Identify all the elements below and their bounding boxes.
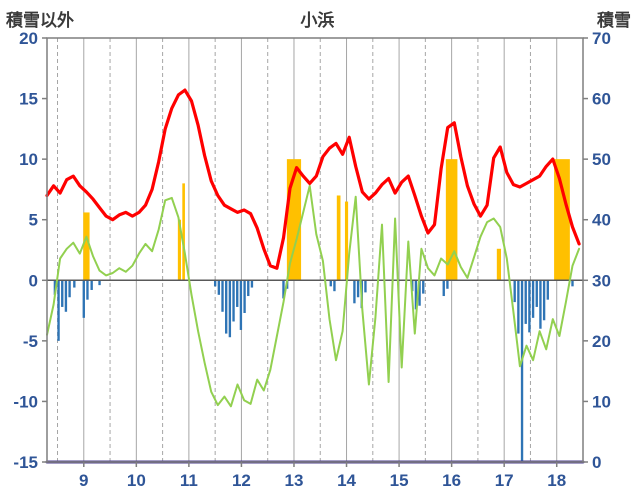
sunshine-bars-bar bbox=[496, 248, 502, 281]
precipitation-bars-bar bbox=[546, 280, 549, 300]
precipitation-bars-bar bbox=[542, 280, 546, 321]
precipitation-bars-bar bbox=[217, 280, 221, 295]
precipitation-bars-bar bbox=[221, 280, 224, 312]
sunshine-bars-bar bbox=[445, 159, 458, 281]
right-axis-tick-label: 10 bbox=[592, 392, 611, 411]
x-axis-tick-label: 15 bbox=[390, 471, 409, 490]
sunshine-bars-bar bbox=[554, 159, 570, 281]
precipitation-bars-bar bbox=[524, 280, 527, 324]
right-axis-tick-label: 40 bbox=[592, 211, 611, 230]
x-axis-tick-label: 16 bbox=[442, 471, 461, 490]
x-axis-tick-label: 17 bbox=[495, 471, 514, 490]
right-axis-title: 積雪 bbox=[597, 11, 631, 30]
sunshine-bars-bar bbox=[344, 201, 349, 281]
precipitation-bars-bar bbox=[531, 280, 535, 318]
green-line-path bbox=[46, 184, 581, 408]
precipitation-bars-bar bbox=[418, 280, 421, 306]
plot-border bbox=[46, 37, 584, 463]
precipitation-bars-bar bbox=[68, 280, 71, 298]
green-line bbox=[46, 184, 581, 408]
precipitation-bars-bar bbox=[98, 280, 101, 286]
precipitation-bars-bar bbox=[228, 280, 232, 338]
x-axis-tick-label: 14 bbox=[337, 471, 356, 490]
gridlines bbox=[57, 38, 558, 462]
right-axis-tick-label: 60 bbox=[592, 90, 611, 109]
precipitation-bars-bar bbox=[422, 280, 425, 294]
left-axis-tick-label: 5 bbox=[29, 211, 38, 230]
precipitation-bars-bar bbox=[225, 280, 228, 334]
precipitation-bars-bar bbox=[329, 280, 332, 287]
left-axis-tick-label: -15 bbox=[13, 453, 38, 472]
precipitation-bars-bar bbox=[61, 280, 64, 307]
left-axis-tick-label: 20 bbox=[19, 29, 38, 48]
precipitation-bars-bar bbox=[53, 280, 57, 295]
sunshine-bars-bar bbox=[177, 219, 181, 281]
precipitation-bars-bar bbox=[86, 280, 89, 300]
x-axis-tick-label: 13 bbox=[285, 471, 304, 490]
precipitation-bars-bar bbox=[356, 280, 360, 298]
left-axis-tick-label: -5 bbox=[23, 332, 38, 351]
precipitation-bars-bar bbox=[57, 280, 60, 341]
temperature-line-path bbox=[45, 88, 581, 270]
precipitation-bars-bar bbox=[364, 280, 367, 293]
left-axis-tick-label: 0 bbox=[29, 271, 38, 290]
sunshine-bars-bar bbox=[182, 183, 185, 281]
x-axis-tick-label: 11 bbox=[180, 471, 198, 490]
precipitation-bars-bar bbox=[517, 280, 520, 334]
x-axis-tick-label: 10 bbox=[127, 471, 146, 490]
left-axis-tick-label: 15 bbox=[19, 90, 38, 109]
precipitation-bars-bar bbox=[250, 280, 254, 288]
precipitation-bars-bar bbox=[232, 280, 235, 322]
right-axis-tick-label: 20 bbox=[592, 332, 611, 351]
right-axis-tick-label: 30 bbox=[592, 271, 611, 290]
precipitation-bars-bar bbox=[414, 280, 418, 310]
x-axis-tick-label: 12 bbox=[232, 471, 251, 490]
temperature-line bbox=[45, 88, 581, 270]
precipitation-bars-bar bbox=[535, 280, 538, 307]
precipitation-bars-bar bbox=[282, 280, 285, 299]
left-axis-tick-label: 10 bbox=[19, 150, 38, 169]
plot-border-rect bbox=[46, 37, 584, 463]
right-axis-tick-label: 50 bbox=[592, 150, 611, 169]
precipitation-bars-bar bbox=[243, 280, 246, 313]
x-axis-tick-label: 9 bbox=[79, 471, 88, 490]
x-axis-tick-label: 18 bbox=[547, 471, 566, 490]
precipitation-bars-bar bbox=[571, 280, 574, 287]
precipitation-bars-bar bbox=[442, 280, 445, 297]
right-axis-tick-label: 70 bbox=[592, 29, 611, 48]
left-axis-tick-label: -10 bbox=[13, 392, 38, 411]
precipitation-bars-bar bbox=[73, 280, 76, 288]
left-axis-title: 積雪以外 bbox=[6, 11, 74, 30]
precipitation-bars-bar bbox=[239, 280, 243, 330]
precipitation-bars-bar bbox=[513, 280, 516, 303]
precipitation-bars-bar bbox=[353, 280, 356, 304]
right-axis-tick-label: 0 bbox=[592, 453, 601, 472]
precipitation-bars-bar bbox=[539, 280, 542, 329]
precipitation-bars-bar bbox=[64, 280, 68, 312]
precipitation-bars-bar bbox=[520, 280, 524, 462]
sunshine-bars-bar bbox=[336, 195, 341, 281]
precipitation-bars-bar bbox=[213, 280, 217, 287]
precipitation-bars bbox=[53, 280, 574, 462]
precipitation-bars-bar bbox=[446, 280, 449, 289]
precipitation-bars-bar bbox=[236, 280, 239, 307]
sunshine-bars-bar bbox=[83, 212, 90, 281]
precipitation-bars-bar bbox=[528, 280, 531, 333]
precipitation-bars-bar bbox=[333, 280, 336, 292]
precipitation-bars-bar bbox=[82, 280, 85, 318]
precipitation-bars-bar bbox=[247, 280, 250, 297]
station-title: 小浜 bbox=[300, 11, 335, 30]
precipitation-bars-bar bbox=[90, 280, 93, 290]
